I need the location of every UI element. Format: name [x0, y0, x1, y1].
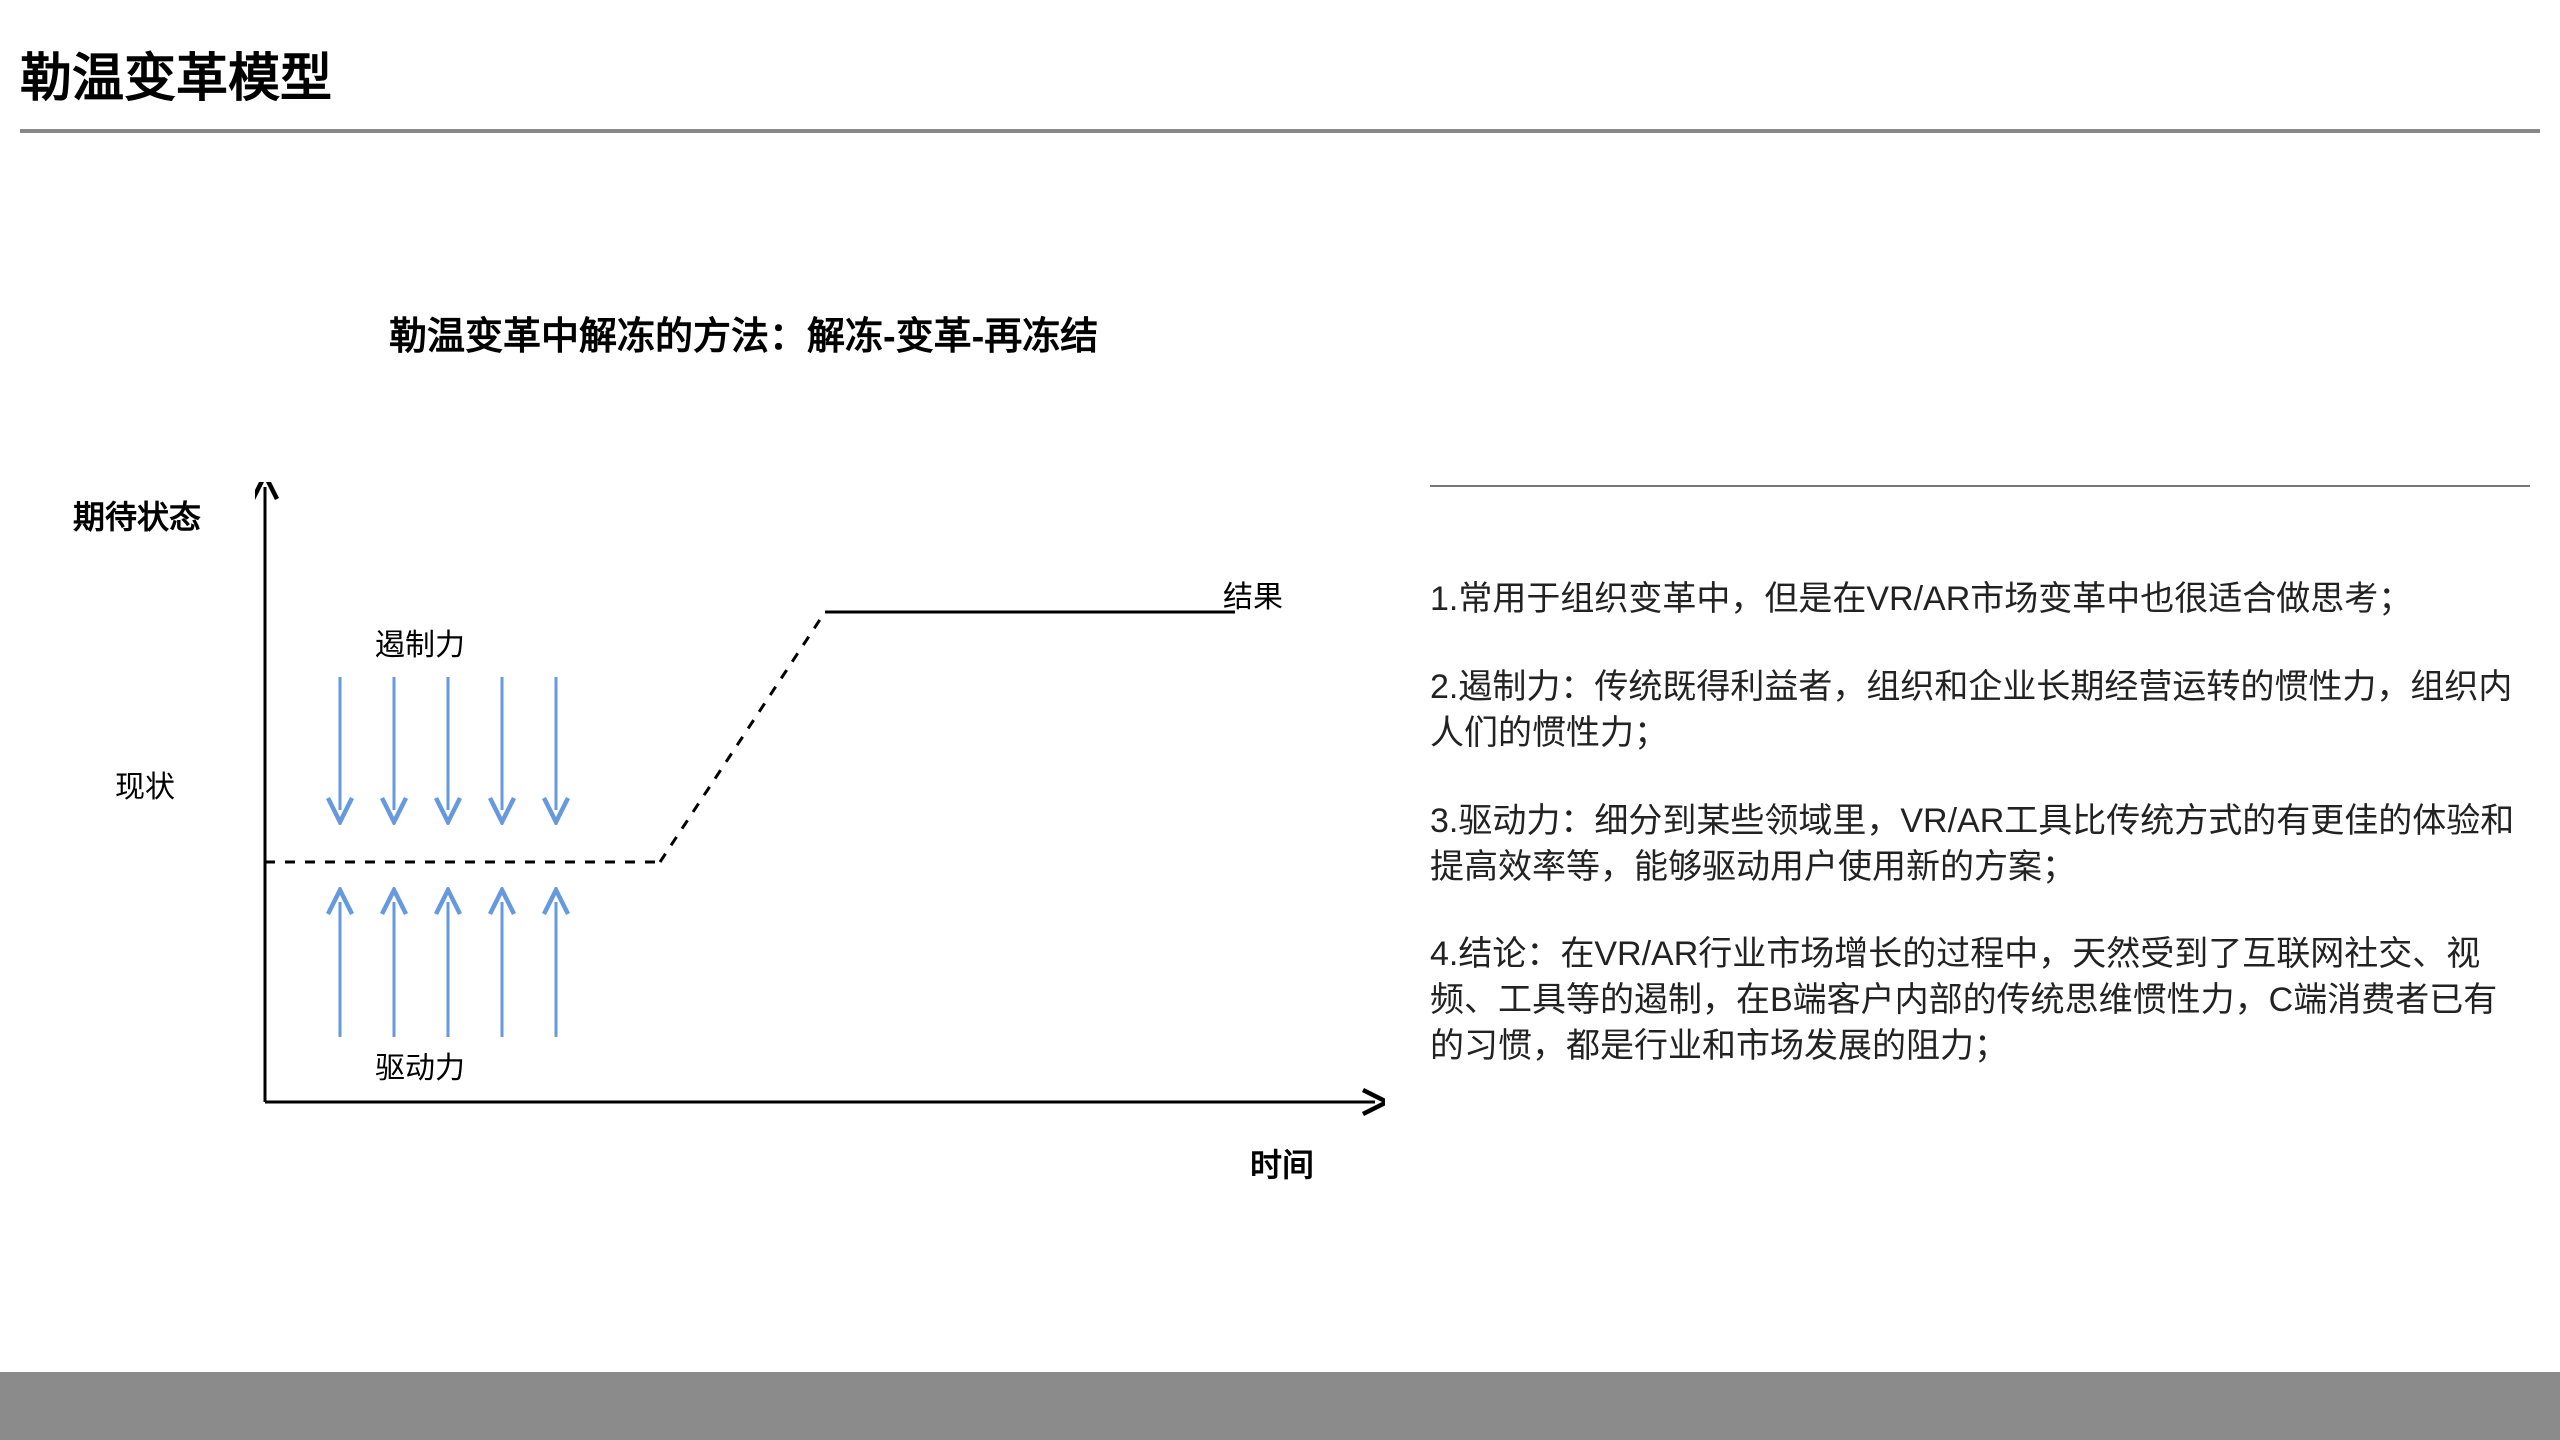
driving-arrows: [340, 902, 556, 1037]
restraining-arrows: [340, 677, 556, 810]
dashed-segment: [660, 612, 825, 862]
chart-svg: [255, 482, 1385, 1142]
chart-lines: [265, 612, 1235, 862]
lewin-chart: 期待状态 现状 遏制力 驱动力 结果 时间: [75, 470, 1395, 1190]
header-divider: [20, 129, 2540, 133]
point-2: 2.遏制力：传统既得利益者，组织和企业长期经营运转的惯性力，组织内人们的惯性力；: [1430, 665, 2530, 757]
point-3: 3.驱动力：细分到某些领域里，VR/AR工具比传统方式的有更佳的体验和提高效率等…: [1430, 799, 2530, 891]
explanation-panel: 1.常用于组织变革中，但是在VR/AR市场变革中也很适合做思考； 2.遏制力：传统…: [1430, 485, 2530, 1112]
points-list: 1.常用于组织变革中，但是在VR/AR市场变革中也很适合做思考； 2.遏制力：传统…: [1430, 577, 2530, 1070]
footer-bar: [0, 1372, 2560, 1440]
point-1: 1.常用于组织变革中，但是在VR/AR市场变革中也很适合做思考；: [1430, 577, 2530, 623]
point-4: 4.结论：在VR/AR行业市场增长的过程中，天然受到了互联网社交、视频、工具等的…: [1430, 932, 2530, 1070]
subtitle: 勒温变革中解冻的方法：解冻-变革-再冻结: [389, 305, 1098, 360]
page-title: 勒温变革模型: [20, 36, 2540, 111]
header: 勒温变革模型: [0, 0, 2560, 157]
x-axis-label: 时间: [1250, 1140, 1314, 1186]
panel-divider: [1430, 485, 2530, 487]
current-state-label: 现状: [115, 762, 175, 806]
y-axis-label: 期待状态: [73, 492, 201, 538]
